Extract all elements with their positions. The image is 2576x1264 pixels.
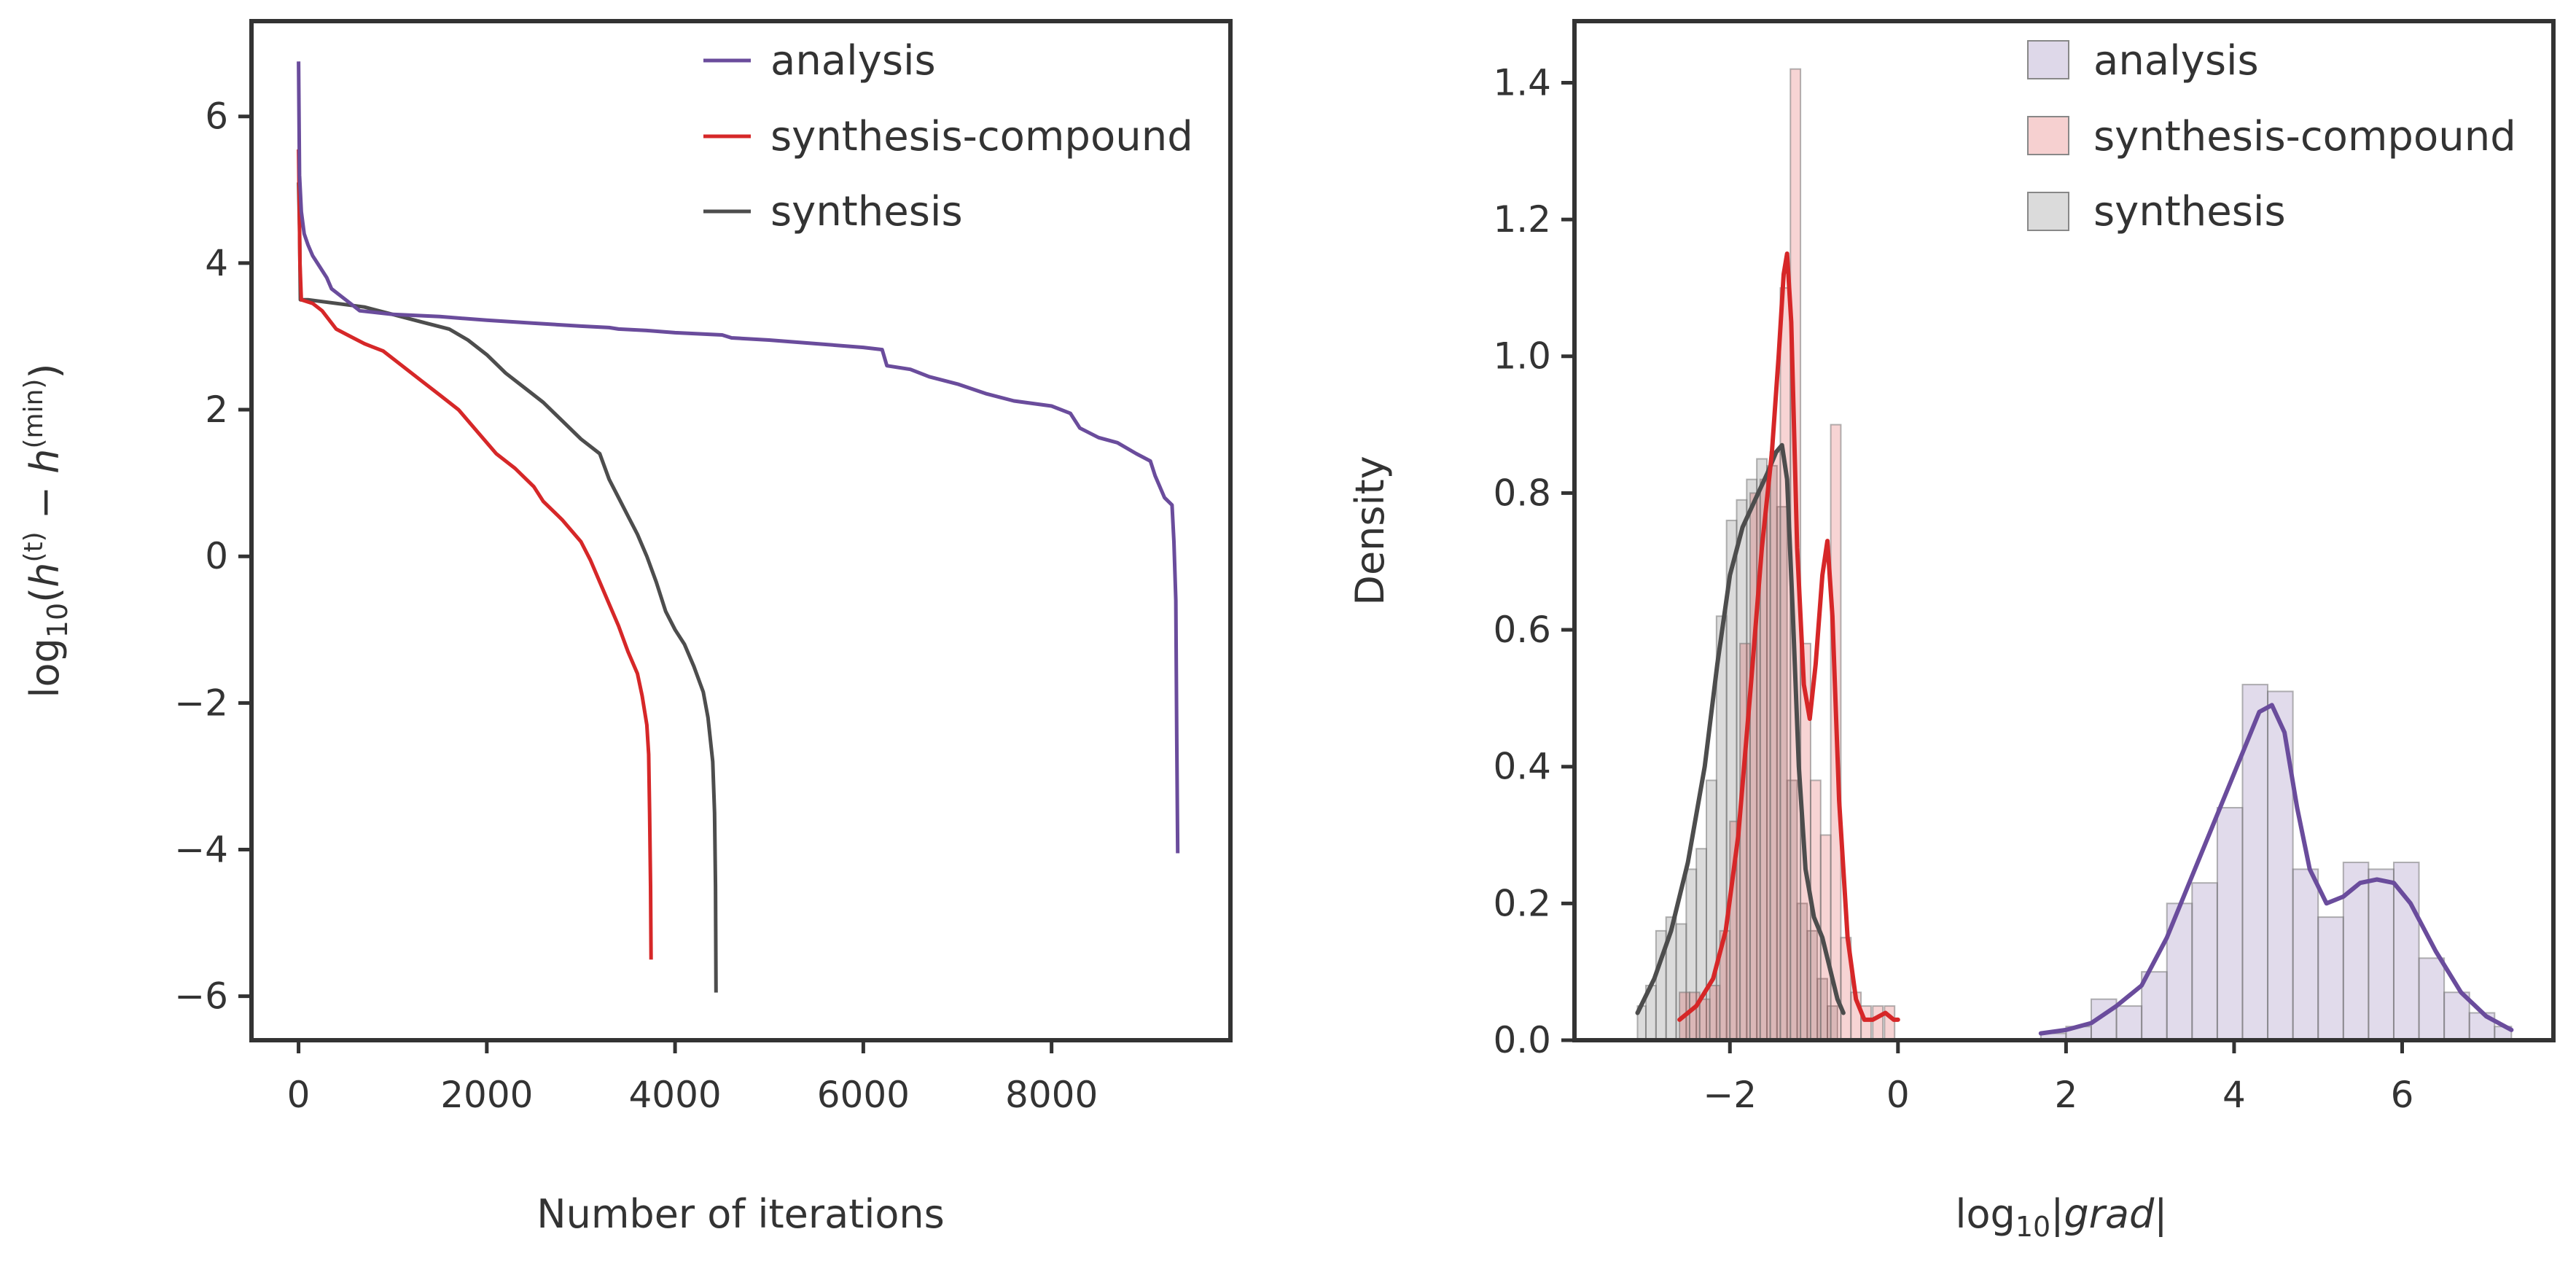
line-chart-y-tick-label: 0 [205, 535, 228, 577]
legend-label-synthesis: synthesis [770, 188, 963, 235]
histogram-y-tick-label: 1.4 [1493, 61, 1551, 104]
histogram-frame [1572, 19, 2556, 1042]
histogram-x-tick-label: 6 [2391, 1074, 2414, 1116]
line-chart-y-tick-label: 6 [205, 95, 228, 138]
line-chart-y-tick-label: −2 [174, 682, 228, 724]
histogram-x-tick-label: −2 [1703, 1074, 1757, 1116]
line-chart-y-axis-title: log10(h(t) − h(min)) [19, 363, 74, 698]
line-chart-y-ticks: −6 −4 −2 0 2 4 6 [174, 95, 251, 1018]
line-chart-frame [249, 19, 1233, 1042]
histogram-y-tick-label: 0.4 [1493, 746, 1551, 788]
hist-bar-synthesis-compound [1698, 998, 1711, 1042]
legend-label-analysis: analysis [2093, 37, 2259, 85]
histogram-x-tick-label: 0 [1886, 1074, 1910, 1116]
histogram-legend: analysis synthesis-compound synthesis [2027, 37, 2516, 235]
line-chart-x-tick-label: 8000 [1005, 1074, 1098, 1116]
line-chart-x-tick-label: 4000 [628, 1074, 721, 1116]
hist-bar-analysis [2317, 916, 2344, 1042]
legend-label-synthesis-compound: synthesis-compound [770, 113, 1193, 160]
line-series-analysis [297, 61, 1180, 854]
histogram-y-tick-label: 0.0 [1493, 1019, 1551, 1061]
line-chart-y-tick-label: −4 [174, 829, 228, 871]
line-chart-panel: 0 2000 4000 6000 8000 −6 −4 −2 0 2 4 6 Number of i… [19, 19, 1233, 1237]
hist-bar-analysis [2216, 806, 2244, 1041]
histogram-y-tick-label: 1.2 [1493, 198, 1551, 241]
hist-bar-analysis [2241, 684, 2269, 1041]
hist-bar-analysis [2292, 868, 2319, 1042]
hist-bar-analysis [2368, 868, 2394, 1042]
line-chart-x-ticks: 0 2000 4000 6000 8000 [287, 1040, 1098, 1116]
histogram-y-tick-label: 1.0 [1493, 335, 1551, 378]
kde-curves-group [1635, 251, 2514, 1036]
histogram-y-tick-label: 0.2 [1493, 882, 1551, 924]
legend-label-synthesis: synthesis [2093, 188, 2286, 235]
legend-swatch-synthesis-compound [2027, 116, 2069, 155]
hist-bar-analysis [2141, 971, 2168, 1041]
hist-bar-synthesis-compound [1769, 451, 1781, 1041]
line-chart-y-tick-label: 4 [205, 242, 228, 284]
histogram-x-tick-label: 2 [2054, 1074, 2077, 1116]
hist-bar-analysis [2191, 882, 2218, 1041]
histogram-y-ticks: 0.0 0.2 0.4 0.6 0.8 1.0 1.2 1.4 [1493, 61, 1574, 1061]
line-series-synthesis [297, 182, 718, 993]
histogram-x-tick-label: 4 [2222, 1074, 2246, 1116]
kde-curve-synthesis [1635, 442, 1846, 1015]
kde-curve-synthesis-compound [1677, 251, 1900, 1022]
histogram-panel: −2 0 2 4 6 0.0 0.2 0.4 0.6 0.8 1.0 1.2 1.4 log10|gr… [1347, 19, 2556, 1243]
hist-bar-synthesis-compound [1872, 1005, 1884, 1042]
histogram-y-axis-title: Density [1347, 456, 1393, 605]
line-chart-legend: analysis synthesis-compound synthesis [703, 37, 1193, 235]
histogram-y-tick-label: 0.6 [1493, 609, 1551, 651]
line-chart-x-tick-label: 6000 [817, 1074, 910, 1116]
line-chart-y-tick-label: 2 [205, 389, 228, 431]
hist-bar-analysis [2418, 957, 2446, 1042]
kde-curve-analysis [2038, 703, 2514, 1036]
line-series-synthesis-compound [297, 149, 653, 960]
line-chart-x-tick-label: 2000 [440, 1074, 533, 1116]
legend-swatch-analysis [2027, 40, 2069, 79]
hist-bar-synthesis-compound [1709, 984, 1721, 1041]
line-chart-y-tick-label: −6 [174, 975, 228, 1018]
hist-bar-analysis [2115, 1005, 2143, 1042]
histogram-x-ticks: −2 0 2 4 6 [1703, 1040, 2413, 1116]
legend-label-analysis: analysis [770, 37, 936, 85]
line-chart-x-axis-title: Number of iterations [536, 1191, 945, 1237]
hist-bar-synthesis-compound [1779, 286, 1792, 1042]
hist-bar-analysis [2267, 690, 2294, 1041]
legend-label-synthesis-compound: synthesis-compound [2093, 113, 2516, 160]
histogram-y-tick-label: 0.8 [1493, 472, 1551, 514]
histogram-bars-group [1636, 68, 2513, 1042]
legend-swatch-synthesis [2027, 192, 2069, 231]
line-series-group [297, 61, 1180, 993]
line-chart-x-tick-label: 0 [287, 1074, 311, 1116]
histogram-x-axis-title: log10|grad| [1956, 1191, 2168, 1243]
